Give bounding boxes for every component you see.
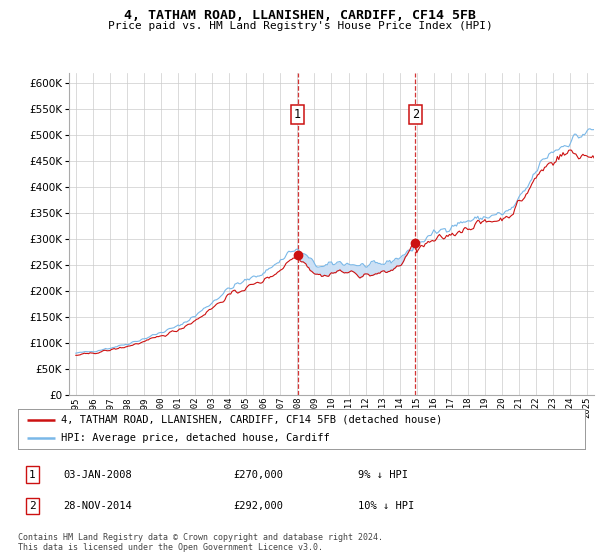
Text: 1: 1 [29, 470, 35, 479]
Text: 9% ↓ HPI: 9% ↓ HPI [358, 470, 408, 479]
Text: Contains HM Land Registry data © Crown copyright and database right 2024.: Contains HM Land Registry data © Crown c… [18, 533, 383, 542]
Text: 2: 2 [29, 501, 35, 511]
Text: This data is licensed under the Open Government Licence v3.0.: This data is licensed under the Open Gov… [18, 543, 323, 552]
Text: £270,000: £270,000 [233, 470, 283, 479]
Text: 4, TATHAM ROAD, LLANISHEN, CARDIFF, CF14 5FB (detached house): 4, TATHAM ROAD, LLANISHEN, CARDIFF, CF14… [61, 415, 442, 424]
Text: 2: 2 [412, 108, 419, 121]
Text: 03-JAN-2008: 03-JAN-2008 [64, 470, 132, 479]
Text: HPI: Average price, detached house, Cardiff: HPI: Average price, detached house, Card… [61, 433, 329, 443]
Text: 4, TATHAM ROAD, LLANISHEN, CARDIFF, CF14 5FB: 4, TATHAM ROAD, LLANISHEN, CARDIFF, CF14… [124, 9, 476, 22]
Text: Price paid vs. HM Land Registry's House Price Index (HPI): Price paid vs. HM Land Registry's House … [107, 21, 493, 31]
Text: 28-NOV-2014: 28-NOV-2014 [64, 501, 132, 511]
Text: 10% ↓ HPI: 10% ↓ HPI [358, 501, 415, 511]
Text: £292,000: £292,000 [233, 501, 283, 511]
Text: 1: 1 [294, 108, 301, 121]
